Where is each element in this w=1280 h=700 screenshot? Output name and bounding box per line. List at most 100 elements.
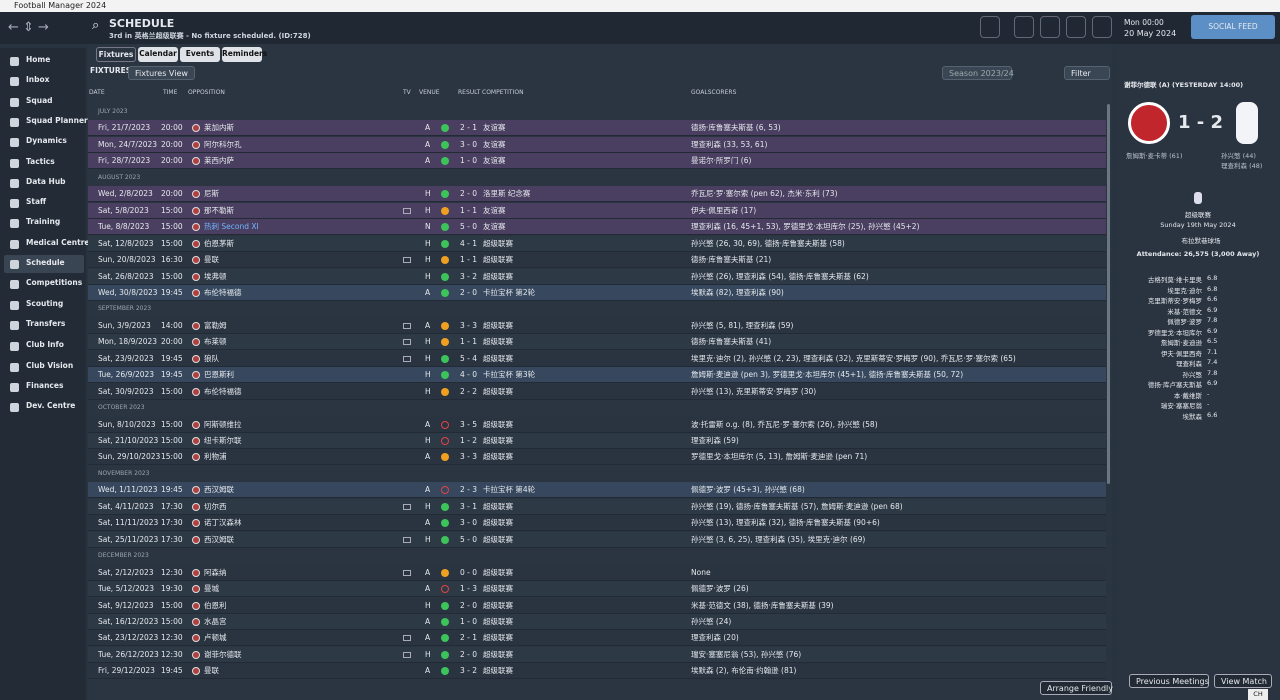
fixture-row[interactable]: Sat, 23/12/2023 12:30 卢顿城 A 2 - 1 超级联赛 理查利森 (2…: [88, 630, 1106, 647]
column-header[interactable]: COMPETITION: [482, 89, 524, 96]
opponent[interactable]: 那不勒斯: [204, 205, 234, 215]
fixture-row[interactable]: Sat, 5/8/2023 15:00 那不勒斯 H 1 - 1 友谊赛 伊夫·佩里西奇 (…: [88, 202, 1106, 219]
tab[interactable]: Calendar: [138, 47, 178, 62]
nav-item[interactable]: Transfers: [4, 316, 84, 334]
edit-button[interactable]: [980, 16, 1000, 38]
fixture-row[interactable]: Tue, 8/8/2023 15:00 热刺 Second XI N 5 - 0 友谊赛 理…: [88, 219, 1106, 236]
nav-item[interactable]: Data Hub: [4, 174, 84, 192]
column-header[interactable]: OPPOSITION: [188, 89, 225, 96]
fixture-row[interactable]: Tue, 5/12/2023 19:30 曼城 A 1 - 3 超级联赛 佩德罗·波罗 (2…: [88, 581, 1106, 598]
previous-meetings-button[interactable]: Previous Meetings: [1129, 674, 1209, 688]
opponent[interactable]: 布伦特福德: [204, 386, 242, 396]
fixture-row[interactable]: Sat, 23/9/2023 19:45 狼队 H 5 - 4 超级联赛 埃里克·迪尔 (2…: [88, 350, 1106, 367]
nav-item[interactable]: Inbox: [4, 72, 84, 90]
nav-item[interactable]: Club Info: [4, 337, 84, 355]
opponent[interactable]: 纽卡斯尔联: [204, 436, 242, 445]
tab[interactable]: Fixtures: [96, 47, 136, 62]
opponent[interactable]: 卢顿城: [204, 633, 227, 643]
fixture-row[interactable]: Sun, 8/10/2023 15:00 阿斯顿维拉 A 3 - 5 超级联赛 波·托雷斯 …: [88, 416, 1106, 433]
opponent[interactable]: 曼联: [204, 666, 219, 676]
opponent[interactable]: 伯恩茅斯: [204, 238, 234, 248]
opponent[interactable]: 诺丁汉森林: [204, 518, 242, 528]
search-icon[interactable]: ⌕: [92, 18, 100, 33]
fixture-row[interactable]: Sat, 11/11/2023 17:30 诺丁汉森林 A 3 - 0 超级联赛 孙兴慜 (…: [88, 515, 1106, 532]
club-button[interactable]: [1014, 16, 1034, 38]
nav-item[interactable]: Competitions: [4, 275, 84, 293]
opponent[interactable]: 狼队: [204, 353, 219, 363]
tab[interactable]: Reminders: [222, 47, 267, 62]
fixture-row[interactable]: Sun, 20/8/2023 16:30 曼联 H 1 - 1 超级联赛 德扬·库鲁塞夫斯基…: [88, 252, 1106, 269]
opponent[interactable]: 曼城: [204, 584, 219, 594]
fixture-row[interactable]: Sun, 29/10/2023 15:00 利物浦 A 3 - 3 超级联赛 罗德里戈·本坦…: [88, 449, 1106, 466]
nav-item[interactable]: Squad: [4, 93, 84, 111]
opponent[interactable]: 富勒姆: [204, 320, 227, 330]
fixture-row[interactable]: Tue, 26/9/2023 19:45 巴恩斯利 H 4 - 0 卡拉宝杯 第3轮 詹姆斯…: [88, 367, 1106, 384]
opponent[interactable]: 埃弗顿: [204, 271, 227, 281]
opponent[interactable]: 西汉姆联: [204, 485, 234, 495]
nav-item[interactable]: Schedule: [4, 255, 84, 273]
nav-item[interactable]: Club Vision: [4, 358, 84, 376]
fixture-row[interactable]: Sat, 16/12/2023 15:00 水晶宫 A 1 - 0 超级联赛 孙兴慜 (24…: [88, 613, 1106, 630]
filter-button[interactable]: Filter: [1064, 66, 1110, 80]
fixture-row[interactable]: Sat, 12/8/2023 15:00 伯恩茅斯 H 4 - 1 超级联赛 孙兴慜 (26…: [88, 235, 1106, 252]
fixture-row[interactable]: Sat, 30/9/2023 15:00 布伦特福德 H 2 - 2 超级联赛 孙兴慜 (1…: [88, 383, 1106, 400]
settings-button[interactable]: [1092, 16, 1112, 38]
fixture-row[interactable]: Fri, 29/12/2023 19:45 曼联 A 3 - 2 超级联赛 埃默森 (2),…: [88, 663, 1106, 680]
fixture-row[interactable]: Sun, 3/9/2023 14:00 富勒姆 A 3 - 3 超级联赛 孙兴慜 (5, 8…: [88, 317, 1106, 334]
column-header[interactable]: VENUE: [419, 89, 440, 96]
nav-item[interactable]: Home: [4, 52, 84, 70]
view-dropdown[interactable]: Fixtures View: [128, 66, 195, 80]
nav-item[interactable]: Squad Planner: [4, 113, 88, 131]
opponent[interactable]: 阿斯顿维拉: [204, 419, 242, 429]
nav-item[interactable]: Scouting: [4, 296, 84, 314]
arrange-friendly-button[interactable]: Arrange Friendly: [1040, 681, 1113, 695]
opponent[interactable]: 阿森纳: [204, 567, 227, 577]
tab[interactable]: Events: [180, 47, 220, 62]
nav-item[interactable]: Finances: [4, 378, 84, 396]
refresh-button[interactable]: [1066, 16, 1086, 38]
opponent[interactable]: 巴恩斯利: [204, 370, 234, 380]
fixture-row[interactable]: Sat, 4/11/2023 17:30 切尔西 H 3 - 1 超级联赛 孙兴慜 (19)…: [88, 498, 1106, 515]
opponent[interactable]: 尼斯: [204, 189, 219, 199]
opponent[interactable]: 切尔西: [204, 501, 227, 511]
fixture-row[interactable]: Wed, 2/8/2023 20:00 尼斯 H 2 - 0 洛里斯 纪念赛 乔瓦尼·罗·塞…: [88, 186, 1106, 203]
column-header[interactable]: RESULT: [458, 89, 481, 96]
opponent[interactable]: 曼联: [204, 255, 219, 265]
opponent[interactable]: 伯恩利: [204, 600, 227, 610]
opponent[interactable]: 莱加内斯: [204, 123, 234, 133]
opponent[interactable]: 西汉姆联: [204, 534, 234, 544]
opponent[interactable]: 水晶宫: [204, 616, 227, 626]
view-match-button[interactable]: View Match: [1214, 674, 1272, 688]
fixture-row[interactable]: Tue, 26/12/2023 12:30 谢菲尔德联 H 2 - 0 超级联赛 瑞安·塞塞…: [88, 646, 1106, 663]
fixture-row[interactable]: Fri, 28/7/2023 20:00 莱西内萨 A 1 - 0 友谊赛 曼诺尔·所罗门 …: [88, 153, 1106, 170]
fixture-row[interactable]: Wed, 30/8/2023 19:45 布伦特福德 A 2 - 0 卡拉宝杯 第2轮 埃默…: [88, 284, 1106, 301]
nav-item[interactable]: Medical Centre: [4, 235, 89, 253]
column-header[interactable]: TIME: [163, 89, 178, 96]
fixture-row[interactable]: Mon, 24/7/2023 20:00 阿尔科尔孔 A 3 - 0 友谊赛 理查利森 (3…: [88, 136, 1106, 153]
fixture-row[interactable]: Sat, 26/8/2023 15:00 埃弗顿 H 3 - 2 超级联赛 孙兴慜 (26)…: [88, 268, 1106, 285]
opponent[interactable]: 阿尔科尔孔: [204, 139, 242, 149]
fixture-row[interactable]: Wed, 1/11/2023 19:45 西汉姆联 A 2 - 3 卡拉宝杯 第4轮 佩德罗…: [88, 482, 1106, 499]
season-selector[interactable]: Season 2023/24: [942, 66, 1014, 80]
fixture-row[interactable]: Sat, 25/11/2023 17:30 西汉姆联 H 5 - 0 超级联赛 孙兴慜 (3…: [88, 531, 1106, 548]
nav-item[interactable]: Dev. Centre: [4, 398, 84, 416]
social-feed-button[interactable]: SOCIAL FEED: [1191, 15, 1275, 39]
column-header[interactable]: GOALSCORERS: [691, 89, 737, 96]
opponent[interactable]: 谢菲尔德联: [204, 649, 242, 659]
opponent[interactable]: 利物浦: [204, 452, 227, 462]
fixture-row[interactable]: Sat, 9/12/2023 15:00 伯恩利 H 2 - 0 超级联赛 米基·范德文 (…: [88, 597, 1106, 614]
column-header[interactable]: DATE: [89, 89, 105, 96]
nav-item[interactable]: Dynamics: [4, 133, 84, 151]
nav-item[interactable]: Tactics: [4, 154, 84, 172]
column-header[interactable]: TV: [403, 89, 411, 96]
fixture-row[interactable]: Sat, 21/10/2023 15:00 纽卡斯尔联 H 1 - 2 超级联赛 理查利森 …: [88, 433, 1106, 449]
fixture-row[interactable]: Fri, 21/7/2023 20:00 莱加内斯 A 2 - 1 友谊赛 德扬·库鲁塞夫斯…: [88, 120, 1106, 137]
fixture-row[interactable]: Sat, 2/12/2023 12:30 阿森纳 A 0 - 0 超级联赛 None: [88, 564, 1106, 581]
opponent[interactable]: 莱西内萨: [204, 156, 234, 166]
opponent[interactable]: 热刺 Second XI: [204, 222, 259, 232]
nav-item[interactable]: Training: [4, 214, 84, 232]
nav-item[interactable]: Staff: [4, 194, 84, 212]
fixture-row[interactable]: Mon, 18/9/2023 20:00 布莱顿 H 1 - 1 超级联赛 德扬·库鲁塞夫斯…: [88, 334, 1106, 351]
help-button[interactable]: [1040, 16, 1060, 38]
opponent[interactable]: 布伦特福德: [204, 287, 242, 297]
